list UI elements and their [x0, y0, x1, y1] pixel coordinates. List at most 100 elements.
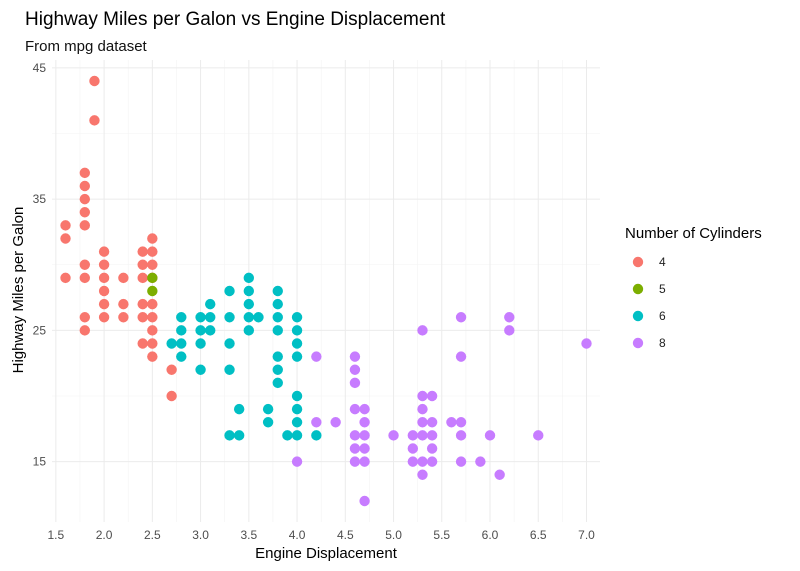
data-point-cyl-4 [79, 167, 91, 179]
data-point-cyl-8 [407, 443, 419, 454]
data-point-cyl-6 [205, 298, 216, 310]
data-point-cyl-4 [79, 220, 91, 231]
grid [52, 60, 600, 522]
data-point-cyl-8 [504, 312, 515, 323]
data-point-cyl-4 [79, 272, 91, 284]
data-point-cyl-4 [147, 338, 158, 349]
data-point-cyl-4 [137, 272, 148, 284]
data-point-cyl-6 [272, 364, 283, 375]
data-point-cyl-8 [417, 325, 428, 336]
x-tick-label: 5.0 [385, 528, 402, 542]
data-point-cyl-4 [60, 233, 71, 244]
data-point-cyl-6 [205, 312, 216, 323]
x-tick-label: 3.0 [192, 528, 209, 542]
data-point-cyl-4 [60, 272, 71, 284]
x-tick-label: 4.0 [289, 528, 306, 542]
data-point-cyl-6 [195, 364, 206, 375]
data-point-cyl-6 [176, 325, 187, 336]
data-point-cyl-8 [426, 430, 438, 441]
data-point-cyl-6 [262, 417, 274, 428]
data-point-cyl-4 [147, 325, 158, 336]
data-point-cyl-8 [349, 456, 361, 467]
data-point-cyl-4 [79, 180, 91, 192]
data-point-cyl-8 [417, 430, 428, 441]
data-point-cyl-6 [291, 312, 303, 323]
x-tick-label: 4.5 [337, 528, 354, 542]
x-tick-label: 7.0 [578, 528, 595, 542]
data-point-cyl-6 [224, 285, 235, 297]
data-point-cyl-4 [147, 351, 158, 362]
chart-subtitle: From mpg dataset [25, 38, 148, 55]
data-point-cyl-8 [446, 417, 457, 428]
x-tick-label: 2.5 [144, 528, 161, 542]
data-point-cyl-6 [233, 403, 245, 415]
data-point-cyl-4 [98, 312, 110, 323]
data-point-cyl-8 [359, 403, 370, 415]
y-axis-title: Highway Miles per Galon [10, 207, 27, 374]
data-point-cyl-4 [147, 246, 158, 257]
data-point-cyl-8 [349, 443, 361, 454]
data-point-cyl-6 [243, 272, 255, 284]
data-point-cyl-4 [166, 390, 177, 402]
data-point-cyl-4 [137, 259, 148, 270]
x-tick-label: 1.5 [48, 528, 65, 542]
data-point-cyl-4 [89, 75, 100, 87]
data-point-cyl-8 [359, 495, 370, 507]
data-point-cyl-4 [98, 246, 110, 257]
data-point-cyl-8 [417, 403, 428, 415]
x-tick-label: 6.0 [482, 528, 499, 542]
data-point-cyl-8 [533, 430, 544, 441]
data-point-cyl-6 [195, 312, 206, 323]
data-point-cyl-6 [195, 338, 206, 349]
data-point-cyl-6 [233, 430, 245, 441]
data-point-cyl-6 [291, 430, 303, 441]
data-point-cyl-6 [272, 298, 283, 310]
data-point-cyl-4 [147, 259, 158, 270]
data-point-cyl-8 [426, 456, 438, 467]
data-point-cyl-8 [475, 456, 486, 467]
data-point-cyl-8 [349, 403, 361, 415]
data-point-cyl-6 [176, 312, 187, 323]
data-point-cyl-8 [291, 456, 303, 467]
data-point-cyl-6 [282, 430, 293, 441]
data-point-cyl-8 [426, 417, 438, 428]
data-point-cyl-8 [426, 443, 438, 454]
y-tick-label: 25 [33, 323, 47, 337]
data-point-cyl-6 [272, 325, 283, 336]
data-point-cyl-6 [224, 430, 235, 441]
data-point-cyl-6 [243, 312, 255, 323]
data-point-cyl-4 [137, 246, 148, 257]
data-points [60, 75, 592, 507]
data-point-cyl-8 [349, 364, 361, 375]
data-point-cyl-4 [60, 220, 71, 231]
data-point-cyl-8 [359, 443, 370, 454]
legend-key-6 [632, 310, 644, 322]
x-tick-label: 3.5 [240, 528, 257, 542]
data-point-cyl-6 [224, 364, 235, 375]
y-tick-label: 35 [33, 192, 47, 206]
data-point-cyl-6 [291, 390, 303, 402]
data-point-cyl-8 [359, 456, 370, 467]
data-point-cyl-6 [272, 312, 283, 323]
legend-key-4 [632, 256, 644, 268]
data-point-cyl-8 [426, 390, 438, 402]
data-point-cyl-4 [79, 259, 91, 270]
data-point-cyl-6 [205, 325, 216, 336]
data-point-cyl-4 [79, 325, 91, 336]
data-point-cyl-6 [291, 325, 303, 336]
data-point-cyl-6 [243, 285, 255, 297]
data-point-cyl-8 [484, 430, 496, 441]
data-point-cyl-6 [311, 430, 322, 441]
x-axis-ticks: 1.5 2.0 2.5 3.0 3.5 4.0 4.5 5.0 5.5 6.0 6.5 7.0 [48, 528, 596, 542]
data-point-cyl-4 [166, 364, 177, 375]
data-point-cyl-6 [291, 403, 303, 415]
data-point-cyl-6 [176, 351, 187, 362]
data-point-cyl-8 [455, 351, 467, 362]
legend-label-6: 6 [659, 309, 666, 323]
data-point-cyl-6 [272, 285, 283, 297]
data-point-cyl-5 [147, 285, 158, 297]
data-point-cyl-6 [224, 312, 235, 323]
data-point-cyl-6 [272, 351, 283, 362]
data-point-cyl-4 [98, 259, 110, 270]
